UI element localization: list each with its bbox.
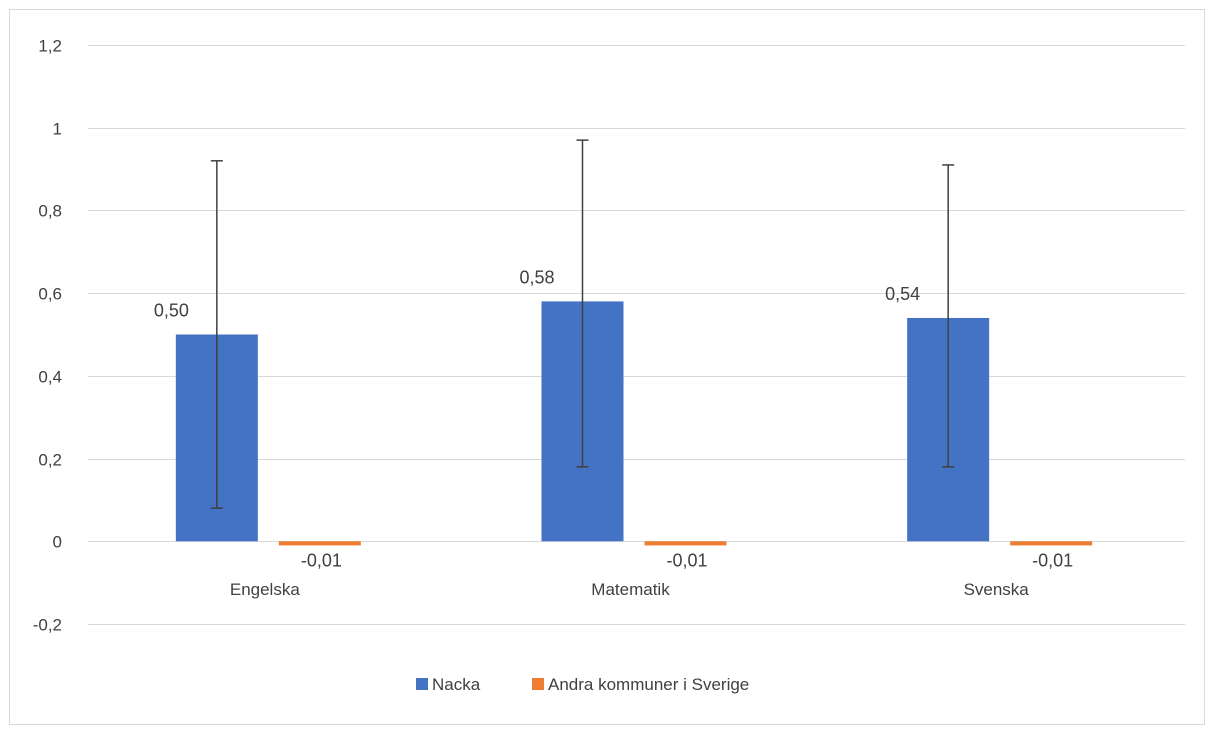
data-labels: 0,50 -0,01 0,58 -0,01 0,54 -0,01	[154, 267, 1073, 570]
data-label-nacka: 0,58	[520, 267, 555, 287]
data-label-nacka: 0,54	[885, 284, 920, 304]
y-axis-tick-labels: 1,2 1 0,8 0,6 0,4 0,2 0 -0,2	[33, 37, 62, 635]
data-label-nacka: 0,50	[154, 301, 189, 321]
legend-swatch	[416, 678, 428, 690]
legend-swatch	[532, 678, 544, 690]
legend: Nacka Andra kommuner i Sverige	[416, 675, 749, 694]
y-tick-label: 0,6	[38, 285, 62, 304]
y-tick-label: 0,2	[38, 451, 62, 470]
y-tick-label: 1	[53, 120, 62, 139]
y-tick-label: 0,8	[38, 202, 62, 221]
y-tick-label: 0,4	[38, 368, 62, 387]
gridlines	[88, 45, 1185, 625]
y-tick-label: 1,2	[38, 37, 62, 56]
y-tick-label: -0,2	[33, 616, 62, 635]
data-label-andra-kommuner: -0,01	[667, 550, 708, 570]
error-bars	[210, 139, 955, 509]
x-category-label: Svenska	[964, 580, 1030, 599]
data-label-andra-kommuner: -0,01	[1032, 550, 1073, 570]
legend-label: Nacka	[432, 675, 481, 694]
y-tick-label: 0	[53, 533, 62, 552]
x-category-label: Engelska	[230, 580, 300, 599]
bar-andra-kommuner	[1010, 541, 1093, 546]
bar-andra-kommuner	[278, 541, 361, 546]
x-axis-category-labels: Engelska Matematik Svenska	[230, 580, 1029, 599]
data-label-andra-kommuner: -0,01	[301, 550, 342, 570]
legend-label: Andra kommuner i Sverige	[548, 675, 749, 694]
bar-andra-kommuner	[644, 541, 727, 546]
x-category-label: Matematik	[591, 580, 670, 599]
